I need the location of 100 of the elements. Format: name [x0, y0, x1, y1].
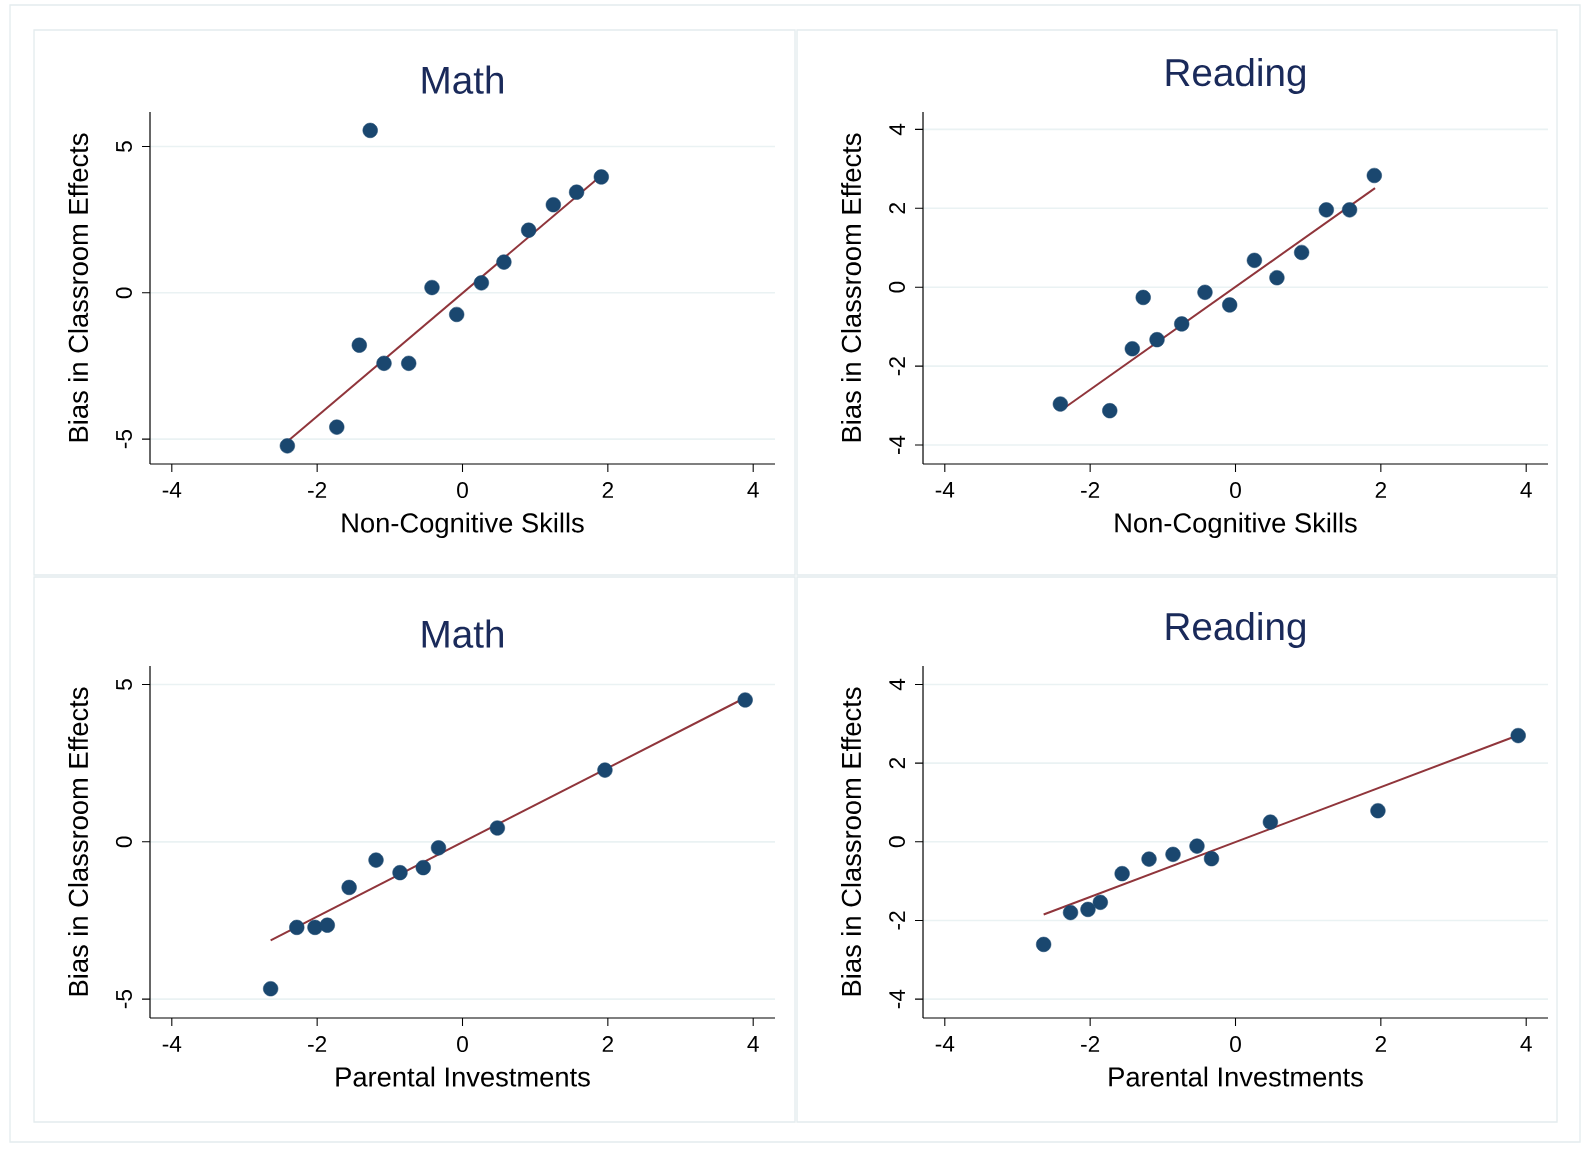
x-axis-title: Parental Investments [336, 1066, 590, 1087]
point [1052, 396, 1068, 412]
point [289, 919, 305, 935]
point [415, 860, 431, 876]
y-axis-title: Bias in Classroom Effects [841, 687, 862, 996]
x-tick-label: 0 [1230, 482, 1241, 499]
point [362, 122, 378, 139]
point [401, 355, 417, 371]
point [737, 692, 753, 708]
x-tick-label: -2 [308, 482, 327, 498]
point [473, 275, 489, 291]
y-tick-label: 4 [889, 123, 905, 136]
x-axis-title: Parental Investments [1109, 1066, 1363, 1087]
point [319, 917, 335, 933]
point [279, 438, 295, 454]
x-tick-label: -2 [1081, 482, 1100, 498]
point [1294, 244, 1310, 261]
point [1203, 851, 1220, 867]
y-tick-label: 0 [115, 287, 132, 299]
y-axis-title: Bias in Classroom Effects [68, 687, 89, 996]
x-tick-label: 0 [1230, 1036, 1241, 1053]
y-tick-label: -5 [116, 430, 132, 449]
point [1189, 838, 1205, 854]
x-tick-label: -4 [162, 1036, 182, 1052]
point [593, 169, 609, 185]
y-tick-label: 0 [115, 836, 132, 848]
x-tick-label: -2 [1081, 1036, 1100, 1052]
y-tick-label: -2 [889, 911, 905, 930]
x-tick-label: -4 [935, 482, 955, 498]
x-tick-label: 2 [602, 482, 613, 498]
point [1141, 851, 1157, 867]
point [1102, 403, 1118, 419]
y-tick-label: -2 [889, 357, 905, 376]
point [1197, 284, 1213, 300]
x-tick-label: 4 [1520, 482, 1532, 498]
point [1246, 252, 1262, 268]
point [496, 254, 512, 270]
point [545, 197, 561, 213]
point [1341, 202, 1358, 218]
x-tick-label: 2 [1375, 1036, 1386, 1052]
y-tick-label: -5 [116, 990, 132, 1009]
point [489, 820, 505, 836]
x-axis-title: Non-Cognitive Skills [342, 512, 584, 539]
y-tick-label: 4 [889, 678, 905, 691]
chart-title: Math [422, 65, 503, 94]
point [1036, 936, 1052, 953]
point [263, 981, 279, 997]
point [597, 762, 613, 778]
point [307, 919, 323, 935]
point [521, 222, 537, 238]
chart-title: Math [422, 619, 503, 648]
point [368, 852, 384, 868]
point [1135, 289, 1151, 306]
y-tick-label: 2 [889, 757, 905, 769]
point [376, 355, 392, 371]
y-tick-label: -4 [889, 435, 905, 455]
chart-title: Reading [1166, 611, 1305, 648]
point [1114, 866, 1130, 882]
point [1222, 297, 1238, 313]
point [1149, 332, 1165, 348]
point [1370, 803, 1386, 819]
point [568, 184, 585, 200]
point [1080, 901, 1096, 918]
x-tick-label: -4 [162, 482, 182, 498]
point [351, 337, 367, 353]
chart-title: Reading [1166, 57, 1305, 94]
point [341, 879, 357, 896]
y-tick-label: 5 [116, 679, 132, 690]
x-tick-label: -2 [308, 1036, 327, 1052]
x-tick-label: 0 [457, 482, 468, 499]
point [449, 306, 465, 323]
y-tick-label: 5 [116, 141, 132, 152]
x-tick-label: 4 [747, 1036, 759, 1052]
point [1318, 202, 1334, 218]
point [1174, 316, 1190, 332]
point [1124, 341, 1140, 357]
y-tick-label: 0 [888, 836, 905, 848]
y-tick-label: -4 [889, 989, 905, 1009]
point [1165, 846, 1181, 862]
point [1269, 270, 1285, 286]
x-tick-label: -4 [935, 1036, 955, 1052]
y-axis-title: Bias in Classroom Effects [841, 133, 862, 442]
x-axis-title: Non-Cognitive Skills [1115, 512, 1357, 539]
point [1262, 814, 1278, 830]
point [1510, 728, 1526, 744]
point [1062, 904, 1079, 921]
point [424, 279, 440, 296]
x-tick-label: 4 [1520, 1036, 1532, 1052]
point [1092, 894, 1108, 910]
x-tick-label: 0 [457, 1036, 468, 1053]
point [430, 840, 447, 856]
y-tick-label: 2 [889, 203, 905, 214]
x-tick-label: 2 [602, 1036, 613, 1052]
point [1366, 167, 1382, 184]
y-axis-title: Bias in Classroom Effects [68, 133, 89, 442]
x-tick-label: 4 [747, 482, 759, 498]
x-tick-label: 2 [1375, 482, 1386, 498]
point [392, 865, 408, 881]
y-tick-label: 0 [888, 281, 905, 293]
point [329, 419, 345, 435]
